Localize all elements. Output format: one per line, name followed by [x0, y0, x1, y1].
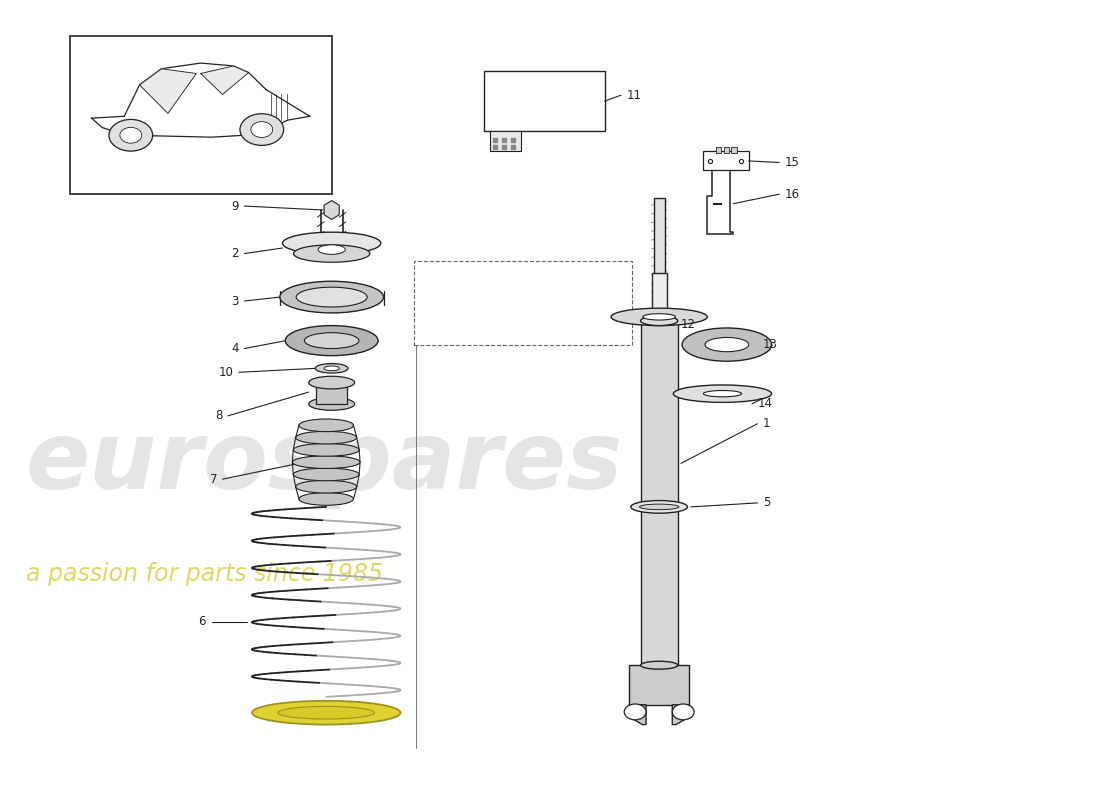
Text: 5: 5	[763, 497, 770, 510]
Ellipse shape	[642, 314, 675, 320]
Polygon shape	[140, 69, 196, 114]
Polygon shape	[200, 66, 249, 94]
Ellipse shape	[673, 385, 771, 402]
Text: 6: 6	[199, 615, 206, 628]
Ellipse shape	[283, 232, 381, 254]
Ellipse shape	[309, 376, 354, 389]
Ellipse shape	[299, 493, 353, 506]
Bar	[490, 131, 520, 150]
Text: 1: 1	[763, 418, 770, 430]
Polygon shape	[324, 201, 339, 219]
Ellipse shape	[296, 480, 356, 493]
Circle shape	[672, 704, 694, 720]
Ellipse shape	[309, 398, 354, 410]
Circle shape	[624, 704, 646, 720]
Text: 16: 16	[784, 188, 800, 201]
Text: 9: 9	[231, 199, 239, 213]
Polygon shape	[629, 705, 646, 725]
Ellipse shape	[640, 662, 678, 669]
Bar	[703, 150, 749, 170]
Text: 15: 15	[784, 156, 800, 169]
Text: 2: 2	[231, 247, 239, 260]
Text: 4: 4	[231, 342, 239, 355]
Ellipse shape	[279, 282, 384, 313]
Circle shape	[120, 127, 142, 143]
Text: 13: 13	[763, 338, 778, 351]
Text: 11: 11	[626, 89, 641, 102]
Text: 7: 7	[209, 473, 217, 486]
Bar	[69, 36, 332, 194]
Ellipse shape	[705, 338, 749, 352]
Bar	[414, 262, 631, 345]
Ellipse shape	[703, 390, 741, 397]
Text: 8: 8	[216, 410, 222, 422]
Polygon shape	[653, 198, 664, 305]
Polygon shape	[629, 666, 690, 705]
Ellipse shape	[630, 501, 688, 514]
Ellipse shape	[285, 326, 378, 356]
Polygon shape	[672, 705, 690, 725]
Polygon shape	[640, 321, 678, 666]
Ellipse shape	[252, 701, 400, 725]
Ellipse shape	[294, 468, 360, 481]
Ellipse shape	[278, 706, 374, 719]
Text: eurospares: eurospares	[26, 418, 624, 510]
Ellipse shape	[305, 333, 359, 349]
Ellipse shape	[612, 308, 707, 326]
Ellipse shape	[296, 431, 356, 444]
Ellipse shape	[640, 316, 678, 326]
Ellipse shape	[682, 328, 771, 362]
Circle shape	[240, 114, 284, 146]
Text: 10: 10	[219, 366, 233, 378]
Ellipse shape	[639, 504, 679, 510]
Ellipse shape	[324, 366, 339, 370]
Polygon shape	[651, 274, 667, 361]
Ellipse shape	[294, 245, 370, 262]
Ellipse shape	[296, 287, 367, 307]
Ellipse shape	[299, 419, 353, 432]
Text: 14: 14	[758, 398, 772, 410]
Bar	[724, 146, 729, 153]
Bar	[484, 71, 605, 131]
Bar	[732, 146, 737, 153]
Ellipse shape	[293, 456, 360, 469]
Text: a passion for parts since 1985: a passion for parts since 1985	[26, 562, 383, 586]
Ellipse shape	[316, 363, 348, 373]
Circle shape	[251, 122, 273, 138]
Ellipse shape	[294, 443, 360, 456]
Circle shape	[109, 119, 153, 151]
Polygon shape	[317, 382, 346, 404]
Bar	[716, 146, 722, 153]
Text: 12: 12	[681, 318, 696, 331]
Text: 3: 3	[231, 294, 239, 307]
Ellipse shape	[318, 245, 345, 254]
